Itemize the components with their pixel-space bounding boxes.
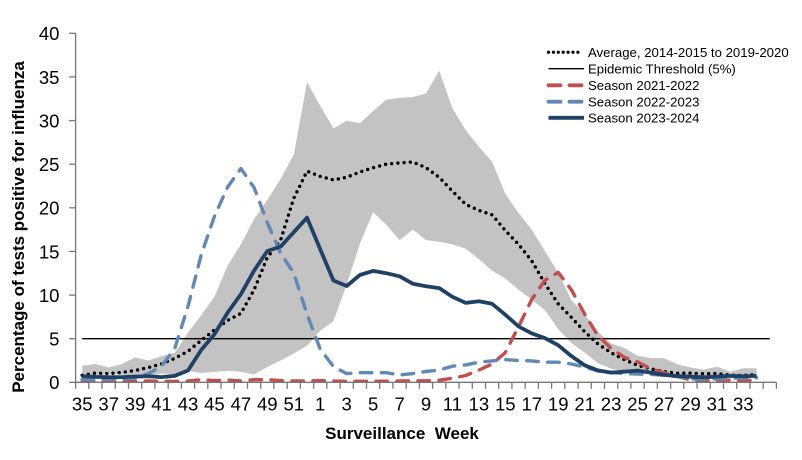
svg-text:Season 2021-2022: Season 2021-2022 [588, 78, 699, 93]
svg-text:0: 0 [49, 372, 59, 393]
svg-text:40: 40 [39, 23, 60, 44]
svg-text:25: 25 [39, 154, 60, 175]
svg-text:41: 41 [151, 394, 172, 415]
svg-text:Epidemic Threshold (5%): Epidemic Threshold (5%) [588, 62, 736, 77]
svg-text:27: 27 [654, 394, 675, 415]
svg-text:13: 13 [469, 394, 490, 415]
svg-text:15: 15 [495, 394, 516, 415]
svg-text:11: 11 [443, 394, 462, 415]
svg-text:51: 51 [284, 394, 305, 415]
svg-text:Season 2023-2024: Season 2023-2024 [588, 111, 699, 126]
svg-text:10: 10 [39, 285, 60, 306]
svg-text:7: 7 [394, 394, 404, 415]
svg-text:5: 5 [368, 394, 378, 415]
svg-text:33: 33 [733, 394, 754, 415]
svg-text:35: 35 [39, 67, 60, 88]
svg-text:3: 3 [342, 394, 352, 415]
svg-text:21: 21 [574, 394, 595, 415]
svg-text:15: 15 [39, 241, 60, 262]
svg-text:Average, 2014-2015 to 2019-202: Average, 2014-2015 to 2019-2020 [588, 45, 789, 60]
svg-text:35: 35 [72, 394, 93, 415]
svg-text:30: 30 [39, 111, 60, 132]
svg-text:43: 43 [178, 394, 199, 415]
svg-text:39: 39 [125, 394, 146, 415]
svg-text:5: 5 [49, 329, 59, 350]
svg-text:20: 20 [39, 198, 60, 219]
svg-text:49: 49 [257, 394, 278, 415]
svg-text:Season 2022-2023: Season 2022-2023 [588, 95, 699, 110]
svg-text:19: 19 [548, 394, 569, 415]
svg-text:23: 23 [601, 394, 622, 415]
svg-text:1: 1 [315, 394, 325, 415]
svg-text:9: 9 [421, 394, 431, 415]
svg-text:47: 47 [231, 394, 252, 415]
svg-text:Surveillance Week: Surveillance Week [325, 424, 479, 443]
svg-text:29: 29 [680, 394, 701, 415]
svg-text:Percentage of tests positive f: Percentage of tests positive for influen… [9, 61, 28, 393]
svg-text:17: 17 [522, 394, 543, 415]
svg-text:25: 25 [627, 394, 648, 415]
svg-text:37: 37 [98, 394, 119, 415]
svg-text:45: 45 [204, 394, 225, 415]
svg-text:31: 31 [707, 394, 728, 415]
